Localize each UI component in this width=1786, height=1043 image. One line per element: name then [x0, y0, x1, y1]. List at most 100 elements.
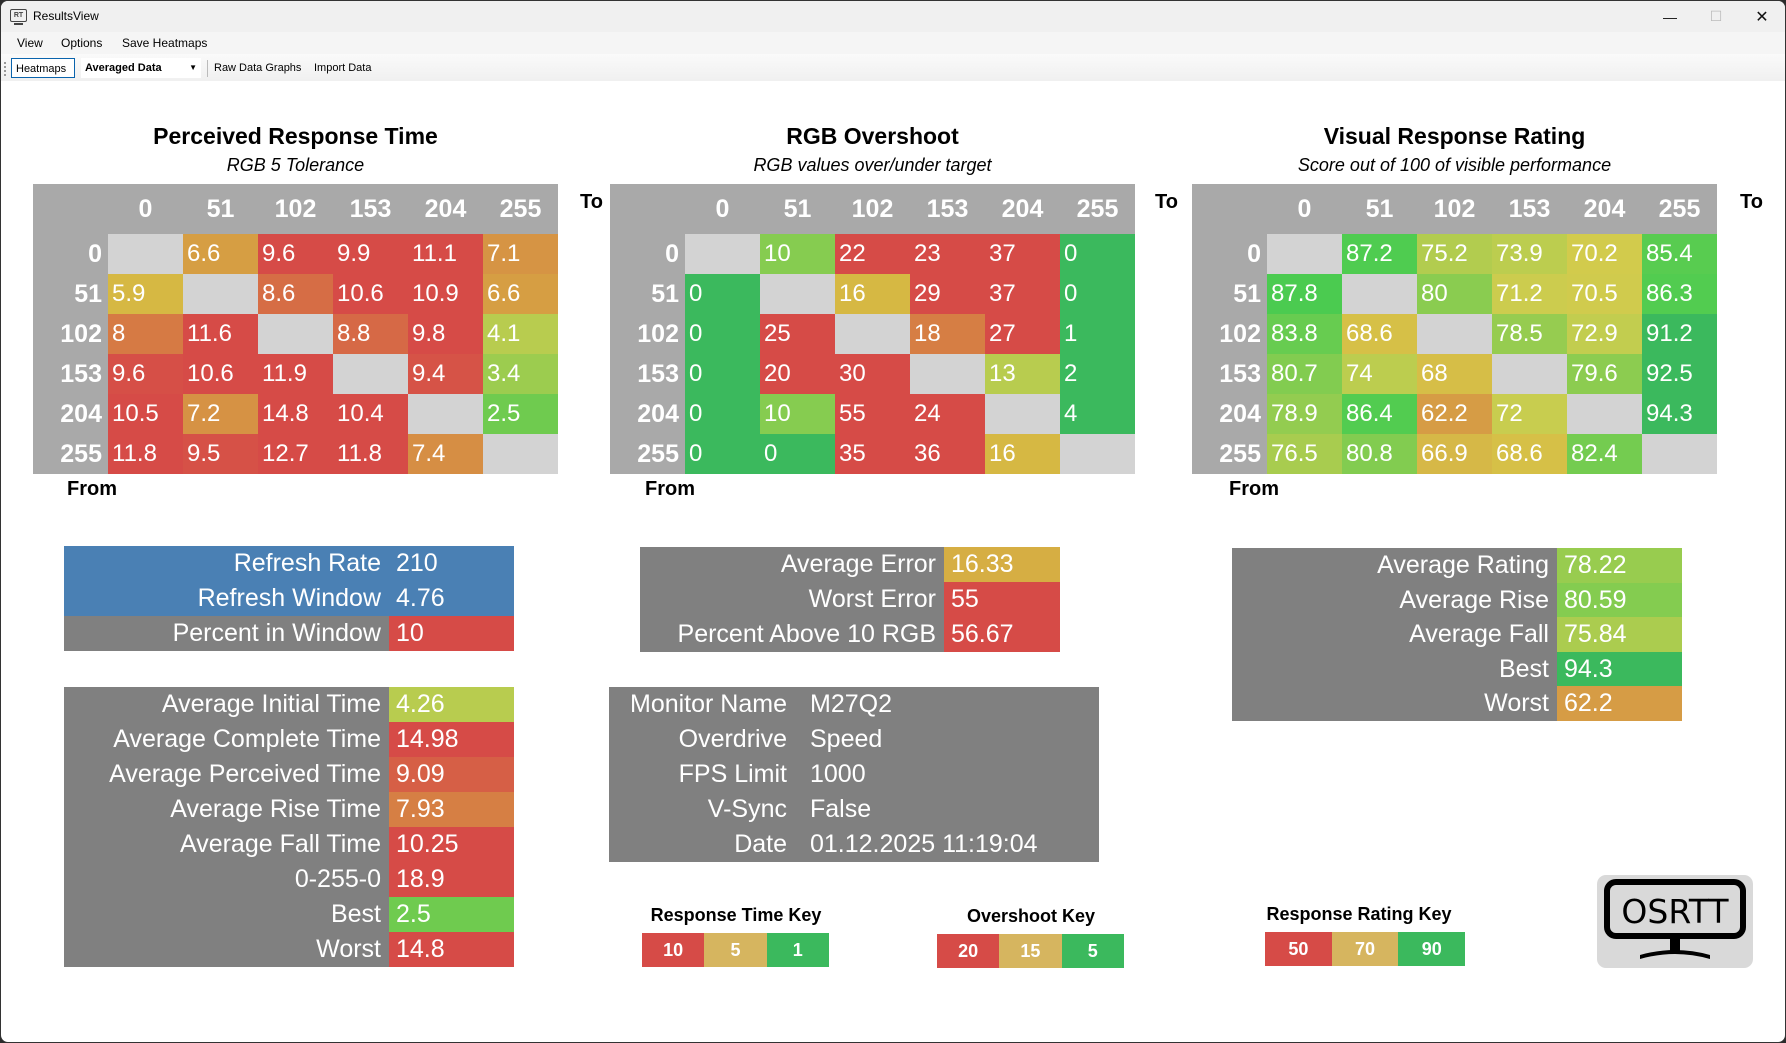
heatmap-cell: 79.6: [1567, 354, 1642, 394]
heatmap-cell: 36: [910, 434, 985, 474]
row-header: 102: [1219, 320, 1261, 348]
menu-view[interactable]: View: [17, 36, 43, 50]
osrtt-logo: OSRTT: [1597, 875, 1753, 968]
stat-row: Worst Error 55: [640, 582, 1060, 617]
heatmap-cell: 75.2: [1417, 234, 1492, 274]
row-header: 204: [60, 400, 102, 428]
key-cell: 5: [704, 933, 767, 967]
stat-label: Refresh Window: [197, 584, 381, 612]
heatmap-cell: 11.8: [108, 434, 183, 474]
stat-row: Refresh Rate 210: [64, 546, 514, 581]
key-cell: 70: [1331, 932, 1399, 966]
import-data-button[interactable]: Import Data: [314, 62, 372, 74]
heatmap-cell: 23: [910, 234, 985, 274]
heatmap-cell: 70.5: [1567, 274, 1642, 314]
heatmap-cell: 62.2: [1417, 394, 1492, 434]
stat-label: Refresh Rate: [233, 549, 381, 577]
heatmap-cell: 7.2: [183, 394, 258, 434]
stat-value: 10.25: [389, 827, 514, 862]
row-header: 102: [637, 320, 679, 348]
heatmap-cell: 30: [835, 354, 910, 394]
menu-save-heatmaps[interactable]: Save Heatmaps: [122, 36, 208, 50]
heatmap-cell: 6.6: [183, 234, 258, 274]
stat-row: Percent Above 10 RGB 56.67: [640, 617, 1060, 652]
stat-value: 7.93: [389, 792, 514, 827]
heatmap-cell: 9.5: [183, 434, 258, 474]
heatmap-grid: 0 51 102 153 204 255 0 51 102 153 204 255 6.6 9.6 9.9 1…: [33, 184, 558, 474]
heatmap-cell: 68.6: [1492, 434, 1567, 474]
stat-label: Best: [1498, 654, 1549, 683]
close-icon[interactable]: ✕: [1755, 8, 1769, 26]
key-cell: 20: [937, 934, 1000, 968]
stat-label: Average Perceived Time: [109, 760, 381, 788]
heatmap-cell: 6.6: [483, 274, 558, 314]
heatmap-cell: 14.8: [258, 394, 333, 434]
heatmap-subtitle: Score out of 100 of visible performance: [1297, 155, 1612, 175]
to-label: To: [1155, 191, 1178, 213]
menu-options[interactable]: Options: [61, 36, 103, 50]
heatmap-cell: [1060, 434, 1135, 474]
heatmap-cell: 10.6: [183, 354, 258, 394]
heatmap-cell: 27: [985, 314, 1060, 354]
from-label: From: [67, 478, 117, 500]
stat-row: Best 94.3: [1232, 651, 1682, 687]
heatmap-cell: [108, 234, 183, 274]
heatmap-cell: 16: [985, 434, 1060, 474]
key-cell: 50: [1265, 932, 1332, 966]
heatmap-cell: 9.4: [408, 354, 483, 394]
column-header: 255: [1076, 195, 1119, 223]
minimize-icon[interactable]: —: [1663, 8, 1677, 25]
heatmap-cell: [985, 394, 1060, 434]
heatmap-cell: 82.4: [1567, 434, 1642, 474]
to-label: To: [1740, 191, 1763, 213]
stat-label: 0-255-0: [294, 865, 381, 893]
heatmap-cell: 1: [1060, 314, 1135, 354]
refresh-stats-box: Refresh Rate 210 Refresh Window 4.76 Percent…: [64, 546, 514, 651]
heatmap-cell: [1642, 434, 1717, 474]
heatmap-cell: 37: [985, 234, 1060, 274]
stat-row: Average Perceived Time 9.09: [64, 757, 514, 792]
heatmap-cell: 78.9: [1267, 394, 1342, 434]
heatmap-cell: 13: [985, 354, 1060, 394]
column-header: 153: [349, 195, 392, 223]
row-header: 204: [1219, 400, 1261, 428]
maximize-icon[interactable]: ☐: [1709, 8, 1723, 24]
stat-value: 1000: [810, 760, 866, 788]
heatmap-cell: 72.9: [1567, 314, 1642, 354]
response-time-stats-box: Average Initial Time 4.26 Average Complete…: [64, 687, 514, 967]
heatmap-cell: 0: [760, 434, 835, 474]
app-monitor-icon: RT: [10, 9, 27, 25]
stat-label: Date: [734, 830, 787, 858]
row-header: 255: [60, 440, 102, 468]
stat-value: 210: [389, 546, 514, 581]
stat-value: 01.12.2025 11:19:04: [810, 830, 1038, 858]
stat-row: Best 2.5: [64, 897, 514, 932]
stat-label: V-Sync: [707, 795, 787, 823]
data-select-dropdown[interactable]: Averaged Data ▼: [81, 58, 201, 78]
column-header: 0: [138, 195, 153, 223]
heatmap-cell: 9.8: [408, 314, 483, 354]
heatmap-cell: 22: [835, 234, 910, 274]
overshoot-stats-box: Average Error 16.33 Worst Error 55 Percent A…: [640, 547, 1060, 652]
heatmap-cell: 86.3: [1642, 274, 1717, 314]
heatmap-cell: 86.4: [1342, 394, 1417, 434]
heatmap-cell: [258, 314, 333, 354]
stat-label: Average Fall: [1409, 620, 1549, 649]
key-title: Response Time Key: [650, 905, 822, 925]
heatmap-cell: 0: [685, 354, 760, 394]
heatmap-cell: [1267, 234, 1342, 274]
row-header: 102: [60, 320, 102, 348]
row-header: 153: [60, 360, 102, 388]
heatmap-cell: 3.4: [483, 354, 558, 394]
raw-data-graphs-button[interactable]: Raw Data Graphs: [214, 62, 302, 74]
stat-value: 80.59: [1557, 582, 1682, 618]
heatmap-cell: 7.4: [408, 434, 483, 474]
heatmap-title: Perceived Response Time: [153, 123, 438, 149]
heatmap-cell: 87.8: [1267, 274, 1342, 314]
stat-label: Percent in Window: [172, 619, 381, 647]
column-header: 0: [715, 195, 730, 223]
toolbar: Heatmaps Averaged Data ▼ Raw Data Graphs…: [1, 54, 1785, 81]
toolbar-grip[interactable]: [4, 62, 6, 76]
key-cell: 5: [1061, 934, 1124, 968]
heatmaps-button[interactable]: Heatmaps: [11, 58, 75, 78]
